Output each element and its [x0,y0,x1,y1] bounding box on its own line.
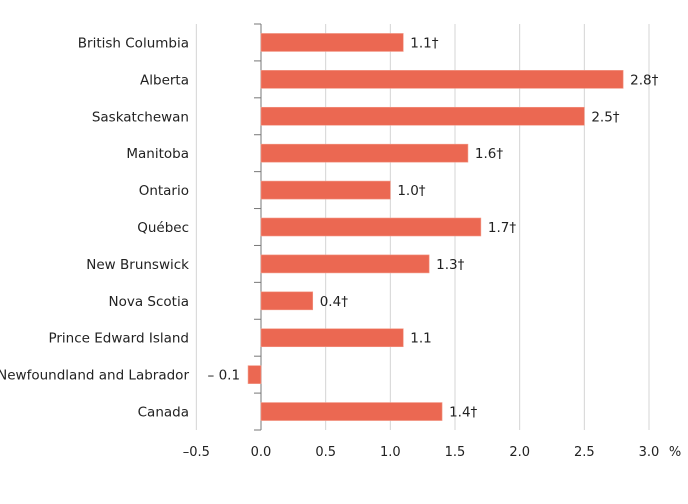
data-label: 2.5† [591,109,619,125]
data-label: 1.4† [449,405,477,421]
data-label: 2.8† [630,72,658,88]
category-label: Prince Edward Island [48,331,189,347]
data-label: 1.3† [436,257,464,273]
bar [260,217,482,237]
data-label: 1.7† [488,220,516,236]
category-label: Nova Scotia [109,294,189,310]
bar [260,143,469,163]
category-label: Newfoundland and Labrador [0,368,189,384]
x-tick-label: 2.0 [509,445,530,460]
bar [260,328,404,348]
data-label: 1.0† [397,183,425,199]
x-tick-label: 3.0 [639,445,660,460]
category-label: British Columbia [78,35,189,51]
x-tick-label: –0.5 [183,445,210,460]
x-tick-label: 1.0 [380,445,401,460]
category-label: Québec [137,220,189,236]
x-tick-label: 1.5 [445,445,466,460]
data-label: 1.1† [410,35,438,51]
data-label: 0.4† [320,294,348,310]
data-label: 1.6† [475,146,503,162]
bar [247,365,262,384]
bar [260,180,391,200]
category-label: Alberta [140,72,189,88]
bar [260,402,443,421]
bar [260,254,430,274]
x-tick-label: 0.5 [315,445,336,460]
x-tick-label: 2.5 [574,445,595,460]
category-label: Canada [138,405,189,421]
x-tick-label: 0.0 [251,445,272,460]
category-label: Manitoba [126,146,189,162]
category-label: New Brunswick [86,257,189,273]
category-label: Ontario [139,183,189,199]
category-label: Saskatchewan [92,109,189,125]
data-label: 1.1 [410,331,431,347]
data-label: – 0.1 [208,368,241,384]
bar [260,291,314,311]
x-unit-label: % [669,445,681,460]
bar [260,106,585,126]
bar [260,70,624,89]
bar [260,33,404,52]
